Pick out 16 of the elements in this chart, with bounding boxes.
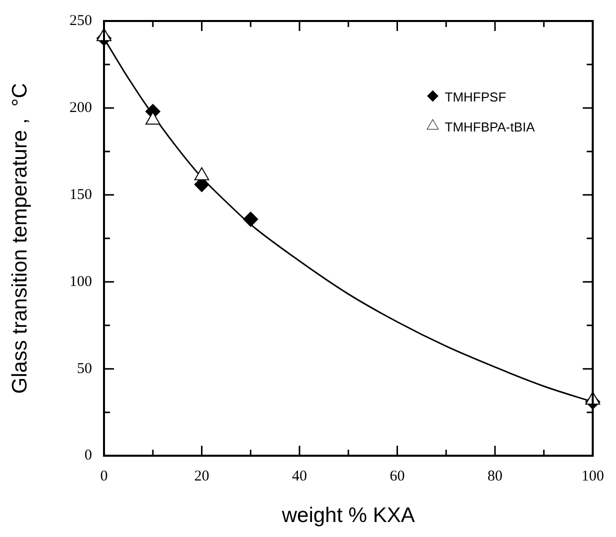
- y-axis-title: Glass transition temperature , °C: [8, 83, 32, 394]
- x-axis-title: weight % KXA: [280, 504, 415, 528]
- legend-label: TMHFPSF: [444, 90, 506, 105]
- y-tick-label: 100: [70, 274, 92, 290]
- y-tick-label: 200: [70, 100, 92, 116]
- y-tick-label: 0: [84, 448, 92, 464]
- y-tick-label: 150: [70, 186, 92, 203]
- x-tick-label: 20: [194, 468, 210, 485]
- legend-label: TMHFBPA-tBIA: [444, 120, 536, 135]
- x-tick-label: 40: [292, 468, 307, 485]
- y-tick-label: 50: [77, 360, 92, 377]
- y-tick-label: 250: [70, 12, 92, 29]
- x-tick-label: 80: [488, 468, 502, 485]
- x-tick-label: 100: [582, 468, 604, 485]
- x-tick-label: 0: [100, 468, 108, 485]
- x-tick-label: 60: [390, 468, 405, 485]
